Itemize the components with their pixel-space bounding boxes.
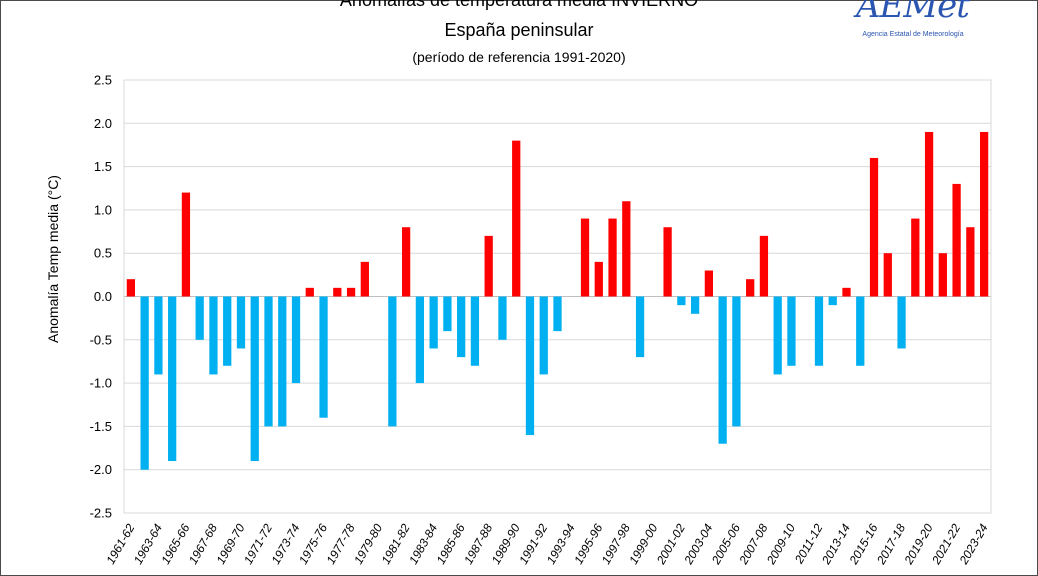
y-tick-label: 2.0 [94, 116, 112, 131]
bar [484, 235, 493, 297]
bar [663, 227, 672, 297]
bars [126, 131, 989, 470]
bar [154, 296, 163, 375]
bar [704, 270, 714, 297]
bar [869, 157, 879, 297]
bar [580, 218, 590, 297]
bar [140, 296, 149, 470]
bar [319, 296, 328, 418]
logo-wordmark: AEMet [856, 0, 970, 26]
bar [457, 296, 466, 358]
bar [979, 131, 989, 297]
bar [883, 253, 892, 297]
x-axis-ticks: 1961-621963-641965-661967-681969-701971-… [103, 521, 991, 567]
bar [429, 296, 438, 349]
bar [966, 227, 975, 297]
bar [677, 296, 686, 306]
y-axis-label: Anomalía Temp media (°C) [45, 175, 61, 343]
bar [443, 296, 452, 332]
bar [814, 296, 824, 366]
bar [773, 296, 782, 375]
bar [952, 183, 961, 297]
bar [470, 296, 480, 366]
bar [938, 253, 947, 297]
bar [553, 296, 562, 332]
bar [498, 296, 507, 340]
bar [181, 192, 191, 297]
bar [856, 296, 865, 366]
y-tick-label: -0.5 [90, 332, 112, 347]
bar [236, 296, 246, 349]
y-tick-label: -1.0 [90, 376, 112, 391]
bar [126, 279, 136, 297]
bar [415, 296, 425, 384]
bar [759, 235, 769, 297]
y-axis-ticks: 2.5 2.0 1.5 1.0 0.5 0.0 -0.5 -1.0 -1.5 -2.0 -2.5 [90, 73, 112, 521]
aemet-logo: AEMet Agencia Estatal de Meteorología [848, 0, 978, 46]
bar [223, 296, 232, 366]
bar [512, 140, 521, 297]
bar [924, 131, 934, 297]
bar [209, 296, 218, 375]
y-tick-label: 0.0 [94, 289, 112, 304]
bar [250, 296, 259, 462]
bar [608, 218, 617, 297]
bar [690, 296, 700, 314]
bar [594, 261, 603, 297]
bar [264, 296, 273, 427]
bar [305, 287, 314, 297]
logo-agency-text: Agencia Estatal de Meteorología [862, 31, 964, 38]
bar [525, 296, 535, 436]
bar [388, 296, 397, 427]
bar [278, 296, 287, 427]
bar [842, 287, 851, 297]
bar [746, 279, 755, 297]
y-tick-label: -2.5 [90, 506, 112, 521]
bar [635, 296, 645, 358]
y-tick-label: -1.5 [90, 419, 112, 434]
bar [360, 261, 369, 297]
bar [333, 287, 342, 297]
bar [539, 296, 548, 375]
y-tick-label: -2.0 [90, 462, 112, 477]
chart-subtitle: (período de referencia 1991-2020) [412, 49, 626, 65]
chart-title: Anomalías de temperatura media INVIERNO [339, 0, 699, 10]
y-tick-label: 2.5 [94, 73, 112, 88]
bar [897, 296, 906, 349]
bar [195, 296, 204, 340]
bar [787, 296, 796, 366]
bar [168, 296, 177, 462]
bar [911, 218, 920, 297]
bar [828, 296, 837, 306]
bar [732, 296, 741, 427]
y-tick-label: 0.5 [94, 246, 112, 261]
y-tick-label: 1.0 [94, 202, 112, 217]
chart-region-title: España peninsular [444, 20, 594, 40]
bar [401, 227, 411, 297]
y-tick-label: 1.5 [94, 159, 112, 174]
bar [622, 201, 631, 297]
bar [291, 296, 301, 384]
bar [346, 287, 356, 297]
bar [718, 296, 727, 444]
